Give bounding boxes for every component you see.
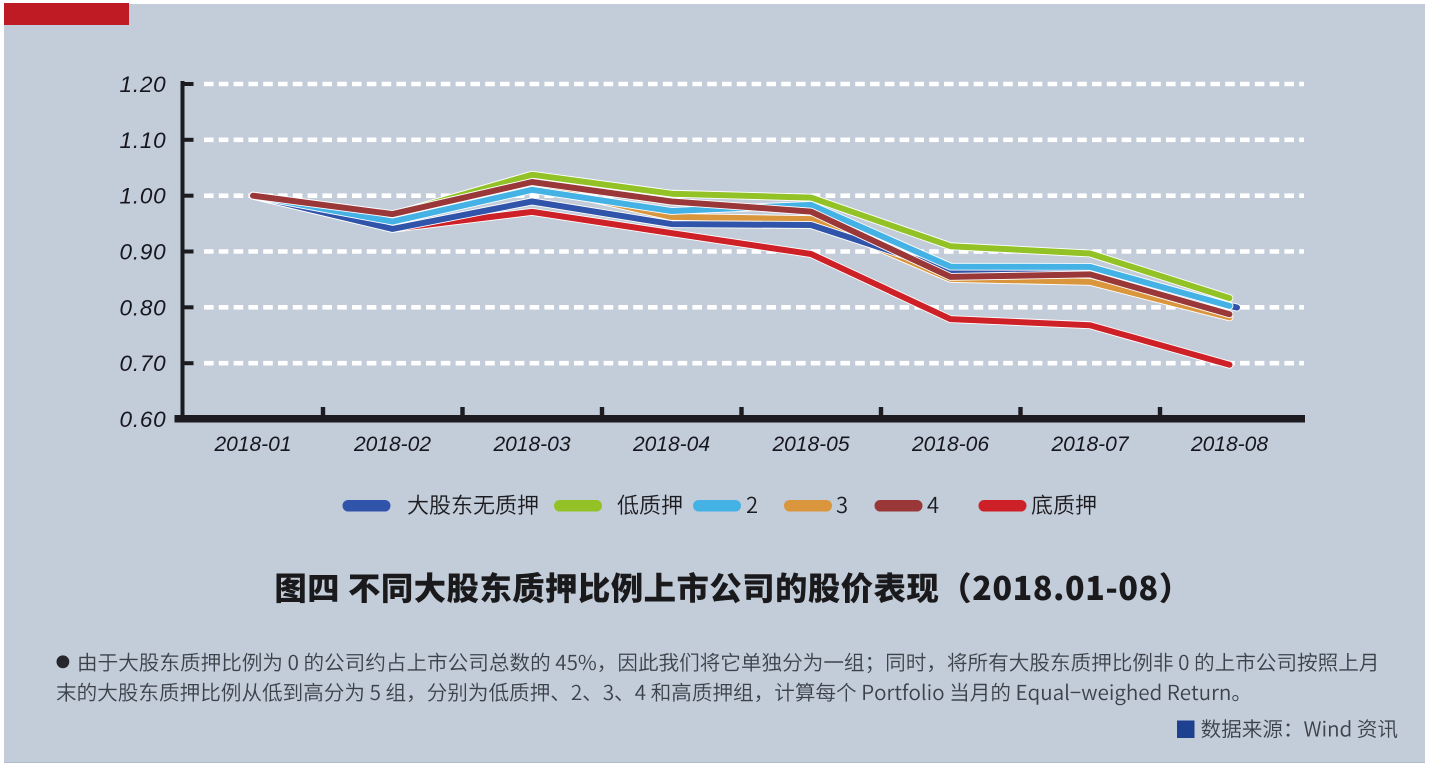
svg-text:2018-02: 2018-02 (353, 433, 431, 456)
svg-text:0.90: 0.90 (120, 240, 167, 265)
svg-text:0.80: 0.80 (120, 295, 167, 320)
svg-text:1.10: 1.10 (120, 128, 167, 153)
svg-text:2018-06: 2018-06 (911, 433, 989, 456)
svg-text:0.70: 0.70 (120, 351, 167, 376)
svg-text:1.20: 1.20 (120, 72, 167, 97)
svg-text:2018-08: 2018-08 (1190, 433, 1268, 456)
svg-text:2018-05: 2018-05 (771, 433, 849, 456)
svg-text:2018-01: 2018-01 (213, 433, 291, 456)
svg-text:2018-07: 2018-07 (1050, 433, 1129, 456)
svg-text:0.60: 0.60 (120, 407, 167, 432)
svg-text:2018-04: 2018-04 (632, 433, 710, 456)
svg-text:1.00: 1.00 (120, 184, 167, 209)
svg-text:2018-03: 2018-03 (492, 433, 570, 456)
